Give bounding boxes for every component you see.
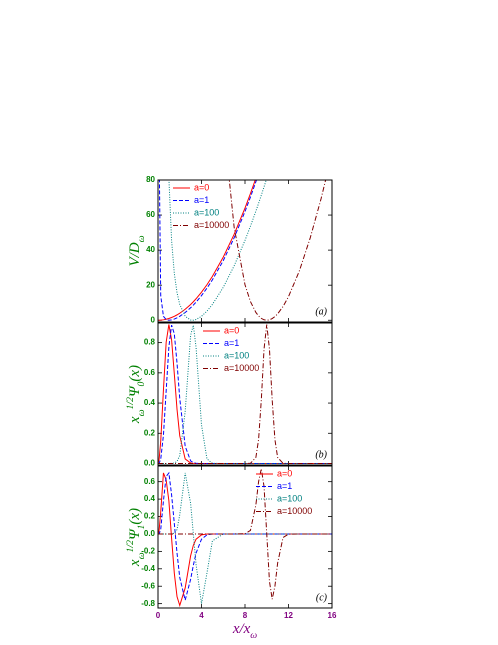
x-tick-label: 16 <box>328 611 337 620</box>
series-line <box>158 324 332 464</box>
label-part: 0 <box>136 381 147 386</box>
y-tick-label: -0.4 <box>141 564 155 573</box>
label-part: Ψ <box>127 528 143 540</box>
legend-label: a=10000 <box>194 220 229 230</box>
panel-label: (b) <box>315 449 327 460</box>
legend-label: a=100 <box>224 350 249 360</box>
legend-label: a=10000 <box>224 363 259 373</box>
legend-label: a=1 <box>224 338 239 348</box>
y-axis-label: V/Dω <box>127 235 146 266</box>
label-part: 1 <box>136 525 147 530</box>
series-line <box>158 471 332 601</box>
series-line <box>158 180 256 321</box>
plot-frame <box>157 465 333 609</box>
x-tick-label: 4 <box>199 611 204 620</box>
y-tick-label: 0.2 <box>144 428 156 437</box>
legend-label: a=100 <box>277 493 302 503</box>
series-line <box>158 472 332 604</box>
plot-area <box>158 468 332 608</box>
y-tick-label: 0 <box>151 315 156 324</box>
plot-area <box>158 324 332 464</box>
label-part: x/x <box>232 621 251 637</box>
label-part: (x) <box>127 365 143 382</box>
series-line <box>158 468 332 600</box>
y-tick-label: 0.4 <box>144 398 156 407</box>
x-tick-label: 12 <box>284 611 293 620</box>
y-axis-label: xω1/2Ψ1(x) <box>125 508 147 567</box>
series-line <box>158 324 332 464</box>
plot-frame <box>157 179 333 323</box>
panel-label: (c) <box>316 592 328 603</box>
legend-label: a=0 <box>194 182 209 192</box>
y-tick-label: -0.6 <box>141 581 155 590</box>
y-tick-label: 0.4 <box>144 494 156 503</box>
series-line <box>168 180 267 321</box>
y-axis-label: xω1/2Ψ0(x) <box>125 365 147 424</box>
y-tick-label: 0.6 <box>144 368 156 377</box>
y-tick-label: 0.6 <box>144 477 156 486</box>
label-part: 1/2 <box>125 540 136 553</box>
label-part: ω <box>136 409 147 416</box>
series-line <box>158 180 257 321</box>
legend-label: a=0 <box>277 468 292 478</box>
y-tick-label: 0.0 <box>144 529 156 538</box>
label-part: ω <box>250 630 257 641</box>
label-part: 1/2 <box>125 397 136 410</box>
x-tick-label: 0 <box>156 611 161 620</box>
series-line <box>158 324 332 464</box>
series-line <box>159 0 332 320</box>
label-part: Ψ <box>127 385 143 397</box>
label-part: x <box>127 416 143 424</box>
legend-label: a=1 <box>194 195 209 205</box>
plot-area <box>158 0 332 321</box>
y-tick-label: 0.8 <box>144 338 156 347</box>
panel-label: (a) <box>315 306 327 317</box>
y-tick-label: -0.2 <box>141 546 155 555</box>
y-tick-label: 40 <box>146 245 155 254</box>
legend-label: a=100 <box>194 207 219 217</box>
y-tick-label: -0.8 <box>141 599 155 608</box>
x-tick-label: 8 <box>243 611 248 620</box>
legend-label: a=10000 <box>277 506 312 516</box>
y-tick-label: 80 <box>146 175 155 184</box>
label-part: x <box>127 559 143 567</box>
plot-frame <box>157 322 333 466</box>
y-tick-label: 0.0 <box>144 459 156 468</box>
series-line <box>158 472 332 608</box>
label-part: ω <box>136 552 147 559</box>
y-tick-label: 20 <box>146 280 155 289</box>
x-axis-label: x/xω <box>232 621 257 640</box>
label-part: V/D <box>127 242 143 266</box>
y-tick-label: 60 <box>146 210 155 219</box>
y-tick-label: 0.2 <box>144 512 156 521</box>
label-part: (x) <box>127 508 143 525</box>
legend-label: a=1 <box>277 481 292 491</box>
label-part: ω <box>136 235 147 242</box>
legend-label: a=0 <box>224 325 239 335</box>
series-line <box>158 325 332 464</box>
